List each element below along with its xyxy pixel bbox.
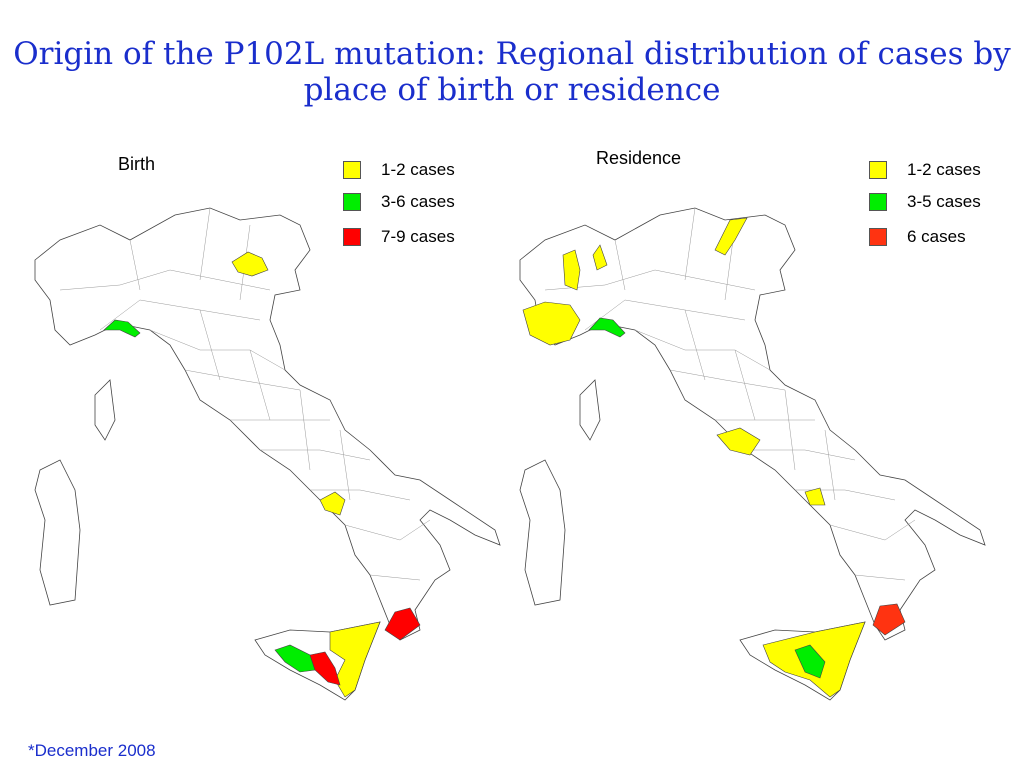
legend-item: 6 cases [869, 227, 966, 247]
region-veneto-yellow [231, 251, 269, 277]
region-naples-yellow [319, 491, 346, 516]
legend-item: 1-2 cases [343, 160, 455, 180]
region-liguria-green [103, 319, 141, 338]
legend-swatch-green [343, 193, 361, 211]
legend-swatch-yellow [343, 161, 361, 179]
map-label-residence: Residence [596, 148, 682, 168]
legend-item: 1-2 cases [869, 160, 981, 180]
footnote: *December 2008 [28, 741, 156, 760]
legend-swatch-green [869, 193, 887, 211]
region-sicily-middle-red [309, 651, 341, 686]
slide-title: Origin of the P102L mutation: Regional d… [13, 36, 1011, 108]
region-cuneo-yellow [522, 301, 581, 346]
map-residence [519, 207, 986, 701]
legend-item: 3-6 cases [343, 192, 455, 212]
region-varese-yellow [592, 244, 608, 271]
region-vco-yellow [562, 249, 581, 291]
region-liguria-green [588, 317, 626, 338]
legend-swatch-yellow [869, 161, 887, 179]
region-rome-yellow [716, 427, 761, 456]
map-birth [34, 207, 501, 701]
region-calabria-red [872, 603, 906, 636]
region-calabria-red [384, 607, 421, 641]
legend-swatch-red [869, 228, 887, 246]
region-sicily-green [794, 644, 826, 679]
map-label-birth: Birth [118, 154, 156, 174]
legend-item: 7-9 cases [343, 227, 455, 247]
region-naples-yellow [804, 487, 826, 506]
region-trentino-yellow [714, 217, 748, 256]
region-sicily-east-yellow [329, 621, 381, 698]
legend-item: 3-5 cases [869, 192, 981, 212]
legend-swatch-red [343, 228, 361, 246]
